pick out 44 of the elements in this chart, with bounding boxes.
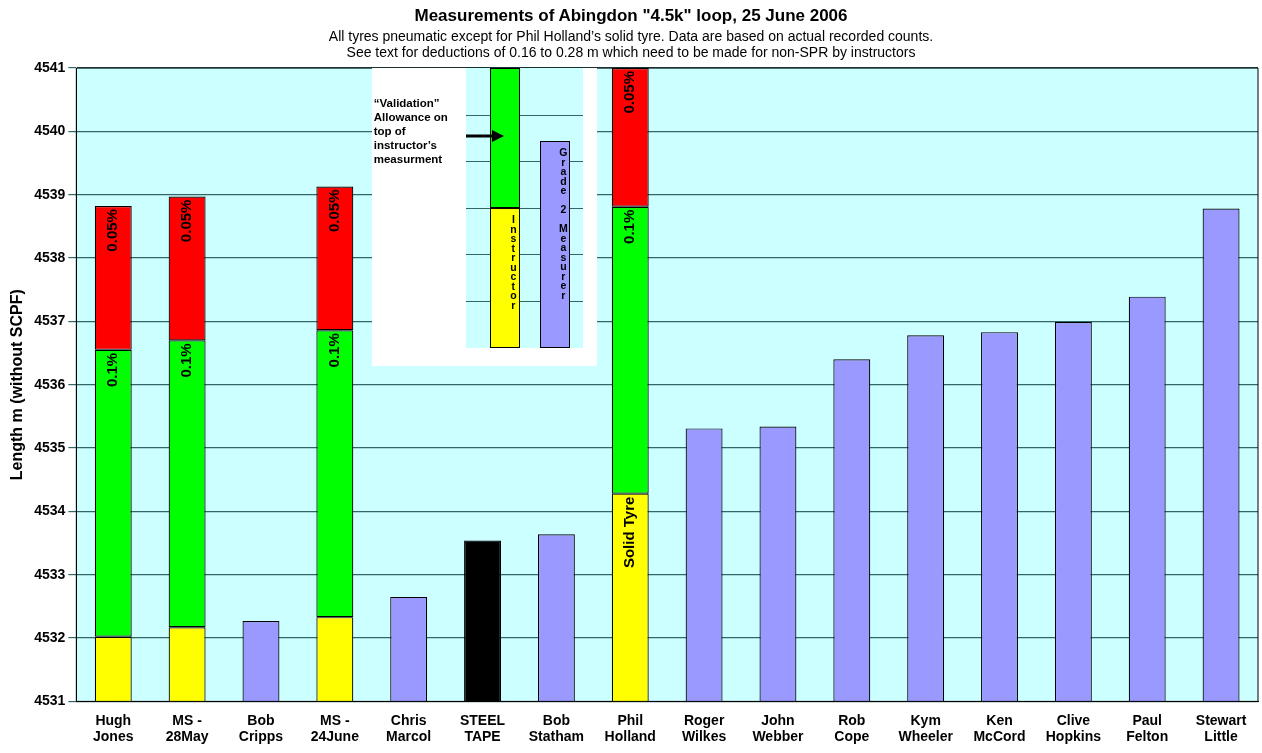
- x-tick-label: MS - 28May: [165, 711, 209, 745]
- chart-title: Measurements of Abingdon "4.5k" loop, 25 June 2006: [414, 5, 848, 25]
- x-tick-label: Phil Holland: [604, 711, 656, 745]
- y-tick-label: 4540: [34, 122, 66, 139]
- chart-subtitle: All tyres pneumatic except for Phil Holland’s solid tyre. Data are based on actual recorded counts. See text for deductions of 0.16 to 0.28 m which need to be made for non-SPR by instructors: [328, 27, 934, 61]
- key-swatch: Grade 2 Measurer: [540, 140, 571, 348]
- x-tick-label: Roger Wilkes: [681, 711, 727, 745]
- x-tick-label: John Webber: [752, 711, 805, 745]
- x-tick-label: Stewart Little: [1195, 711, 1247, 745]
- x-tick-label: MS - 24June: [310, 711, 360, 745]
- annotation: 0.05%: [620, 71, 638, 114]
- annotation: 0.1%: [177, 343, 195, 378]
- annotation: Solid Tyre: [620, 496, 638, 569]
- x-tick-label: Bob Cripps: [238, 711, 284, 745]
- annotation: 0.1%: [620, 209, 638, 244]
- y-tick-label: 4532: [34, 628, 66, 645]
- annotation: Grade 2 Measurer: [556, 145, 570, 298]
- y-tick-label: 4534: [34, 502, 66, 519]
- annotation: 0.1%: [103, 352, 121, 388]
- x-tick-label: STEEL TAPE: [459, 711, 506, 745]
- annotation: 0.1%: [324, 333, 342, 368]
- y-axis-title: Length m (without SCPF): [8, 289, 26, 481]
- x-tick-label: Bob Statham: [528, 711, 585, 745]
- y-tick-label: 4538: [34, 248, 66, 265]
- annotation: 0.05%: [177, 199, 195, 243]
- annotation: 0.05%: [103, 209, 121, 252]
- annotation: 0.05%: [324, 189, 342, 232]
- x-tick-label: Chris Marcol: [386, 711, 432, 745]
- y-tick-label: 4535: [34, 438, 66, 455]
- x-tick-label: Rob Cope: [834, 711, 870, 745]
- x-tick-label: Hugh Jones: [93, 711, 134, 745]
- annotation: Instructor: [506, 212, 520, 308]
- y-tick-label: 4536: [34, 375, 66, 392]
- y-tick-label: 4541: [34, 58, 66, 75]
- annotation: “Validation” Allowance on top of instructor’s measurment: [373, 95, 449, 166]
- key-swatch: Instructor: [490, 207, 521, 348]
- y-tick-label: 4533: [34, 565, 66, 582]
- y-tick-label: 4531: [34, 692, 66, 709]
- x-tick-label: Clive Hopkins: [1045, 711, 1102, 745]
- y-tick-label: 4539: [34, 185, 66, 202]
- x-tick-label: Paul Felton: [1126, 711, 1169, 745]
- x-tick-label: Kym Wheeler: [898, 711, 954, 745]
- x-tick-label: Ken McCord: [973, 711, 1026, 745]
- y-tick-label: 4537: [34, 312, 66, 329]
